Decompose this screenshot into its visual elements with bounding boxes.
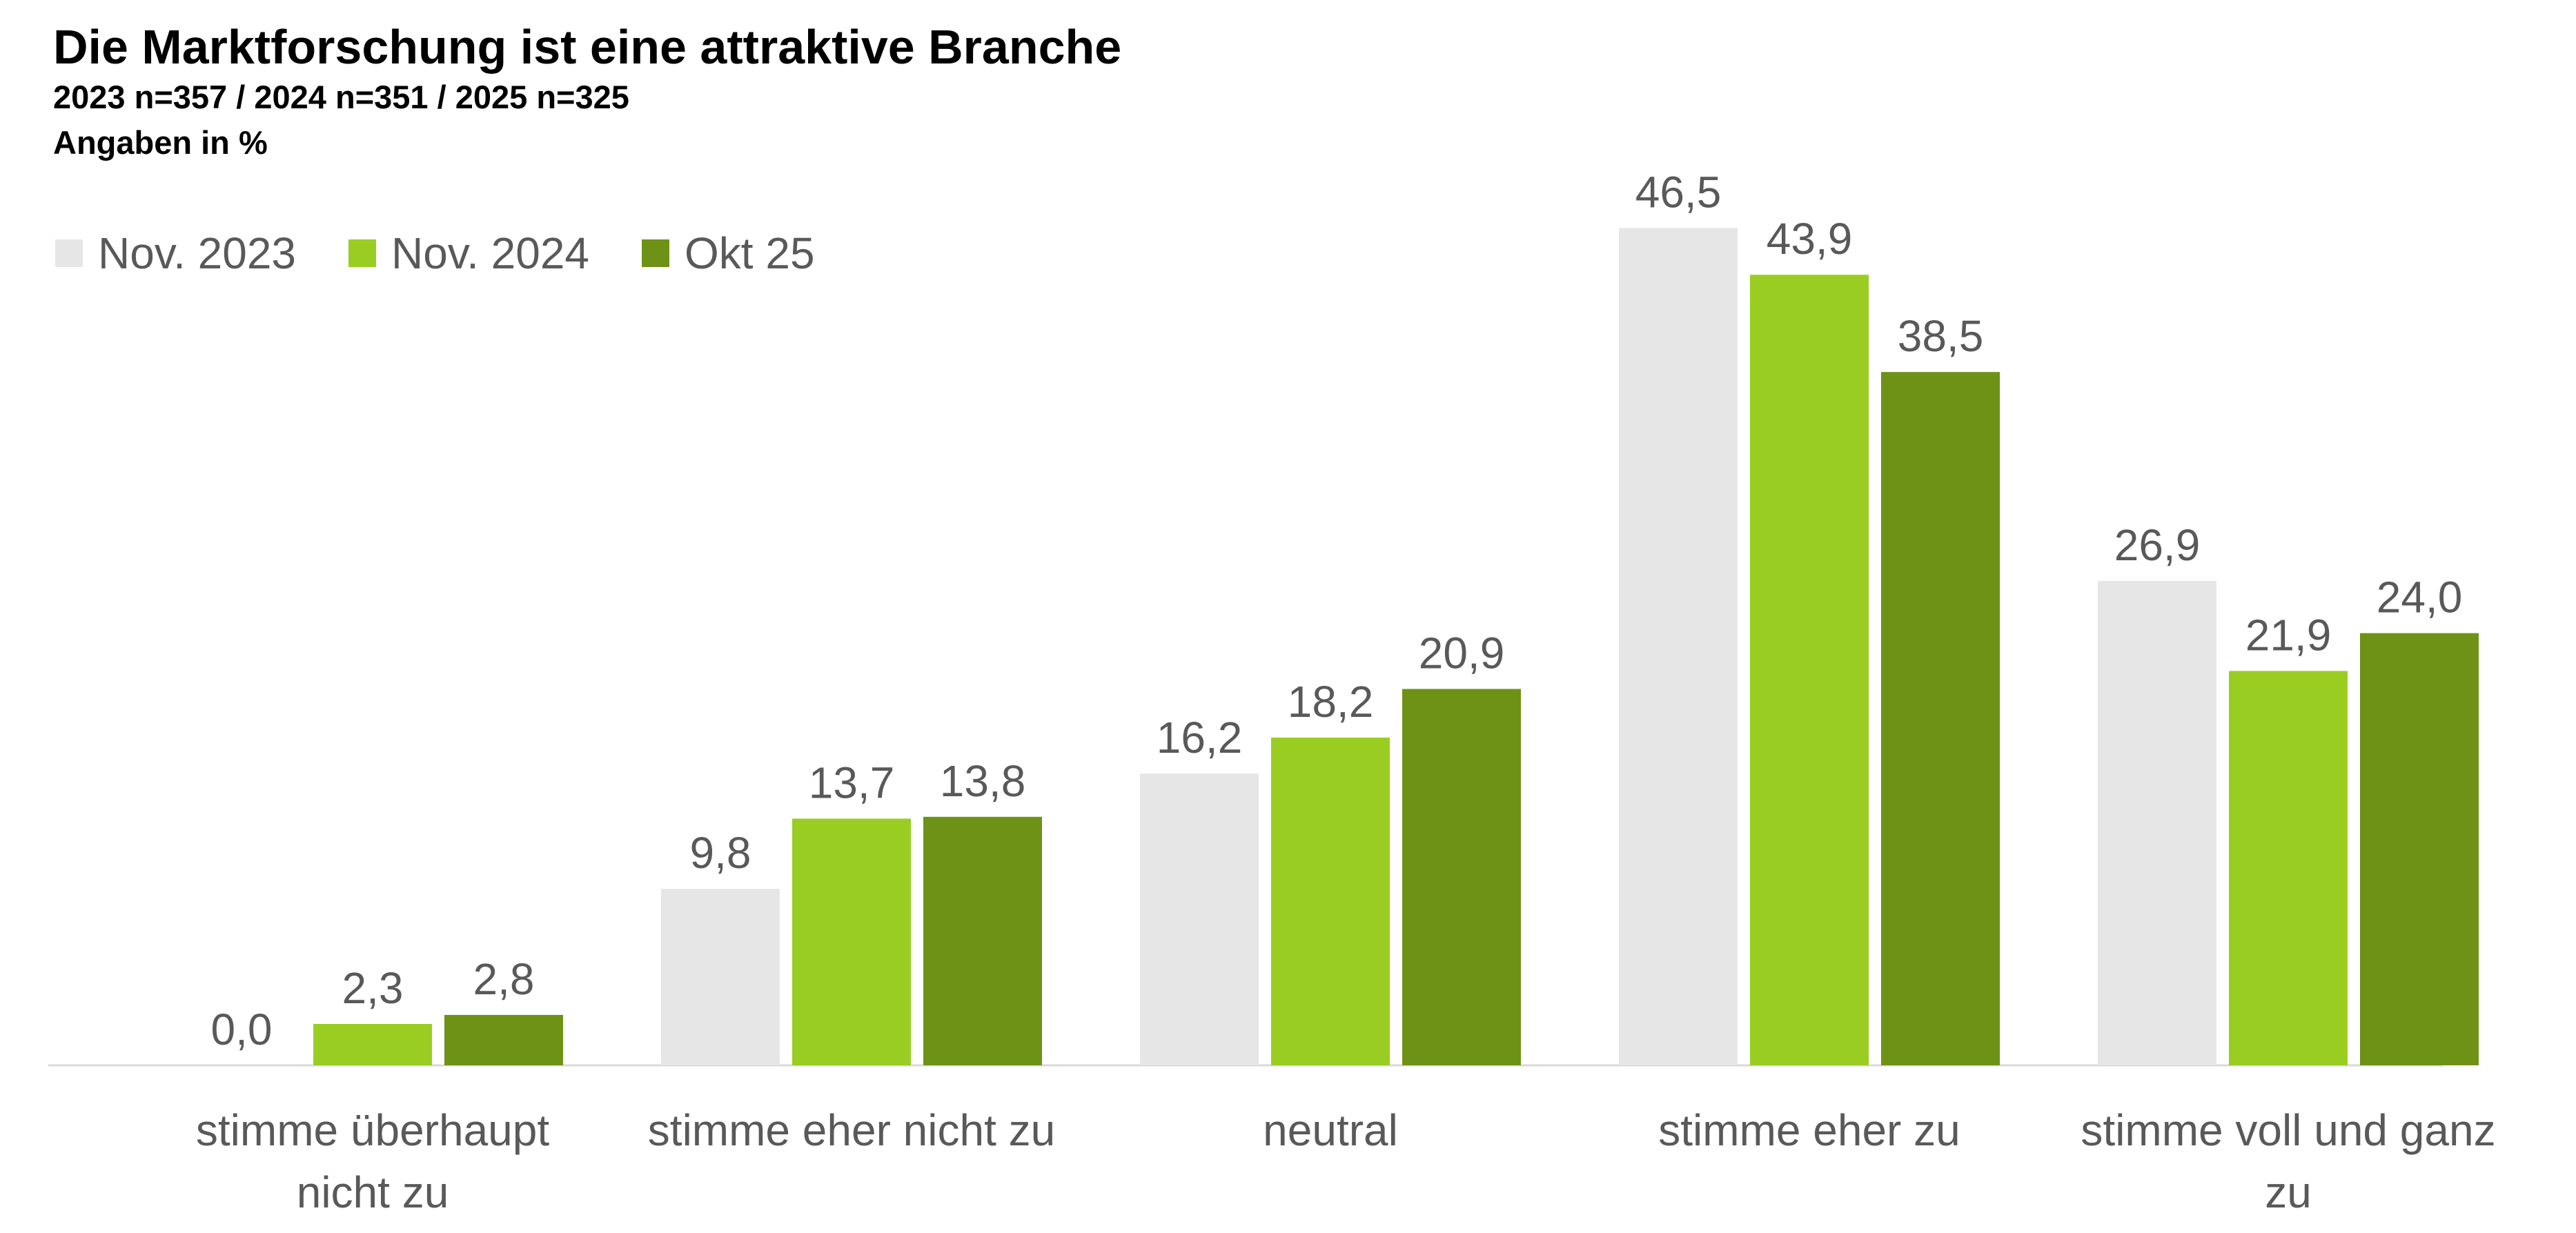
data-label: 20,9 [1419,629,1505,678]
chart-title: Die Marktforschung ist eine attraktive B… [53,20,1122,74]
data-label: 13,8 [940,756,1026,806]
data-label: 24,0 [2377,573,2463,622]
unit-note: Angaben in % [53,124,268,161]
bar [2360,633,2479,1065]
data-label: 26,9 [2114,520,2201,570]
chart-header: Die Marktforschung ist eine attraktive B… [53,19,1121,166]
legend-item-nov-2024: Nov. 2024 [348,228,589,279]
legend-item-okt-25: Okt 25 [642,228,815,279]
legend-label: Nov. 2024 [391,228,589,278]
bar [923,816,1042,1065]
data-label: 13,7 [809,758,895,807]
category-label: stimme eher zu [1658,1105,1960,1155]
legend-swatch [642,239,669,267]
bar [444,1014,563,1065]
bar [1140,773,1259,1065]
category-label: stimme eher nicht zu [648,1105,1055,1155]
bar [2098,580,2216,1065]
data-label: 16,2 [1157,713,1243,762]
data-label: 0,0 [211,1005,273,1054]
bar [1271,737,1390,1065]
category-label: stimme überhaupt [196,1105,549,1155]
legend-label: Okt 25 [685,228,815,278]
category-label: stimme voll und ganz [2081,1105,2495,1155]
legend: Nov. 2023 Nov. 2024 Okt 25 [55,228,867,279]
category-label: nicht zu [297,1167,449,1217]
legend-item-nov-2023: Nov. 2023 [55,228,296,279]
data-label: 18,2 [1288,677,1374,727]
data-label: 46,5 [1635,167,1722,217]
data-label: 9,8 [690,828,751,878]
bar [1402,689,1521,1065]
data-label: 2,8 [473,954,535,1004]
bar [1750,275,1869,1066]
category-label: zu [2265,1167,2312,1217]
bar [1619,228,1738,1066]
bar [661,889,780,1065]
bar [792,818,911,1065]
chart-subtitle: 2023 n=357 / 2024 n=351 / 2025 n=325 [53,79,629,115]
bar [313,1023,432,1065]
category-label: neutral [1263,1105,1398,1155]
bar [1881,372,2000,1065]
legend-swatch [348,239,376,267]
data-label: 38,5 [1898,311,1984,361]
data-label: 21,9 [2245,610,2332,660]
data-label: 2,3 [342,963,404,1013]
data-label: 43,9 [1767,214,1853,264]
legend-label: Nov. 2023 [98,228,296,278]
bar [2229,671,2348,1065]
legend-swatch [55,239,83,267]
